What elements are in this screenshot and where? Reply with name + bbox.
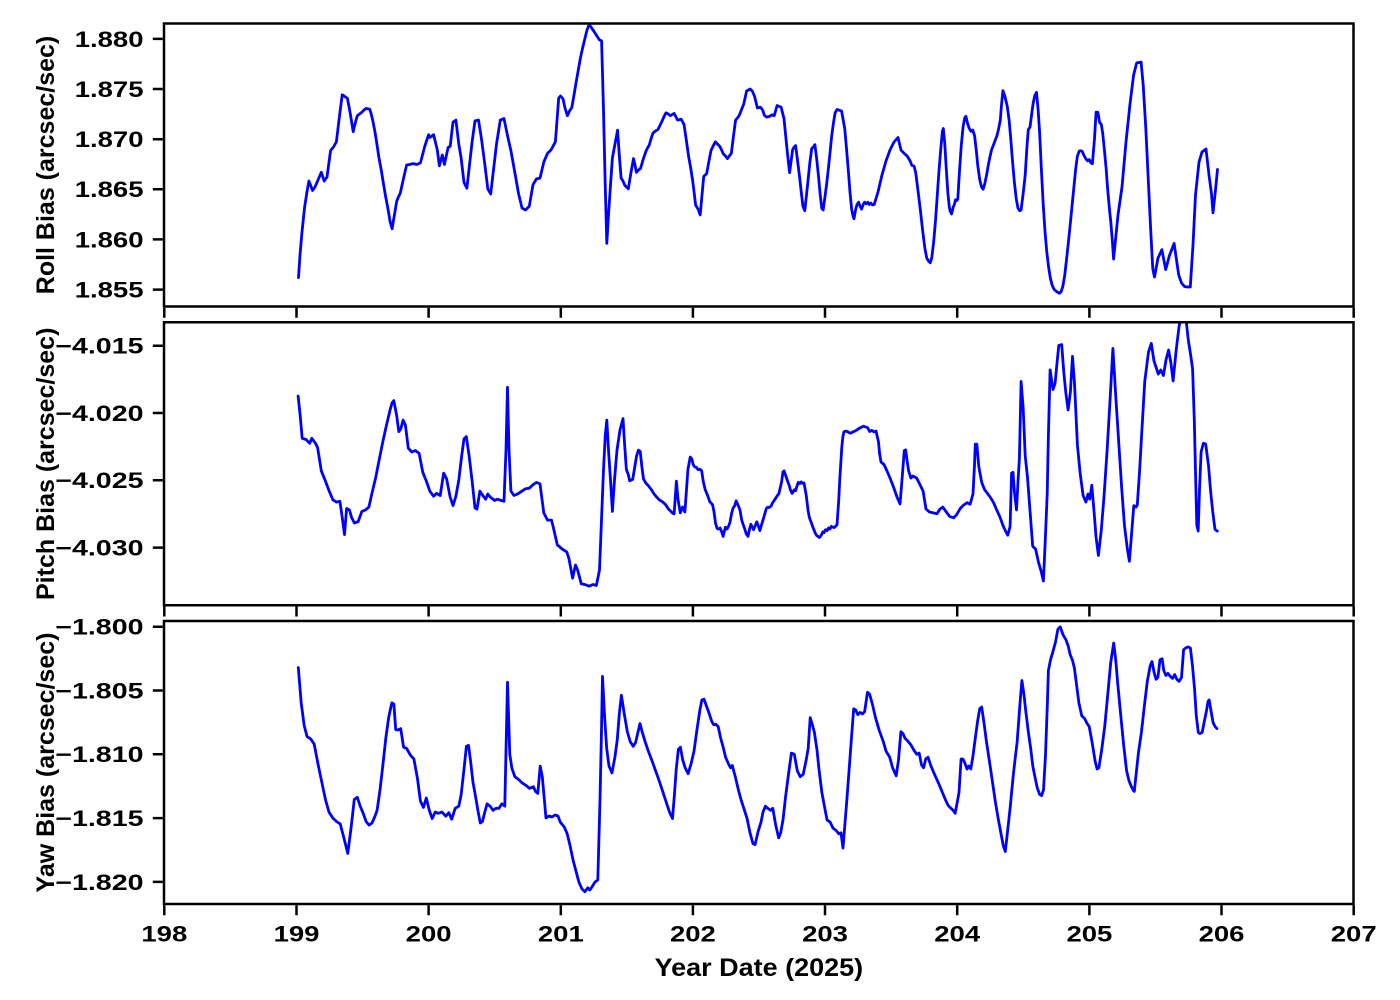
svg-text:−4.025: −4.025: [55, 469, 143, 493]
svg-text:1.880: 1.880: [75, 27, 144, 52]
svg-text:206: 206: [1199, 922, 1245, 947]
svg-text:201: 201: [538, 922, 584, 947]
svg-text:200: 200: [406, 922, 452, 947]
svg-text:204: 204: [934, 922, 980, 947]
svg-text:199: 199: [274, 922, 320, 947]
svg-text:207: 207: [1331, 922, 1377, 947]
svg-text:198: 198: [141, 922, 187, 947]
svg-text:202: 202: [670, 922, 716, 947]
svg-text:1.855: 1.855: [75, 278, 144, 303]
svg-text:−4.020: −4.020: [55, 402, 143, 426]
svg-text:1.865: 1.865: [75, 178, 144, 203]
svg-text:1.870: 1.870: [75, 128, 144, 153]
svg-text:−1.815: −1.815: [55, 807, 143, 831]
svg-text:−1.810: −1.810: [55, 743, 143, 767]
svg-text:203: 203: [802, 922, 848, 947]
svg-text:Roll Bias (arcsec/sec): Roll Bias (arcsec/sec): [32, 36, 60, 294]
svg-text:1.860: 1.860: [75, 228, 144, 253]
svg-text:205: 205: [1066, 922, 1112, 947]
svg-text:1.875: 1.875: [75, 77, 144, 102]
svg-text:−4.030: −4.030: [55, 537, 143, 561]
svg-text:−1.805: −1.805: [55, 679, 143, 703]
svg-text:Pitch Bias (arcsec/sec): Pitch Bias (arcsec/sec): [32, 328, 60, 600]
svg-text:−1.800: −1.800: [55, 616, 143, 640]
svg-text:Yaw Bias (arcsec/sec): Yaw Bias (arcsec/sec): [32, 633, 60, 893]
svg-text:−1.820: −1.820: [55, 871, 143, 895]
svg-text:Year Date (2025): Year Date (2025): [655, 953, 863, 982]
svg-text:−4.015: −4.015: [55, 335, 143, 359]
